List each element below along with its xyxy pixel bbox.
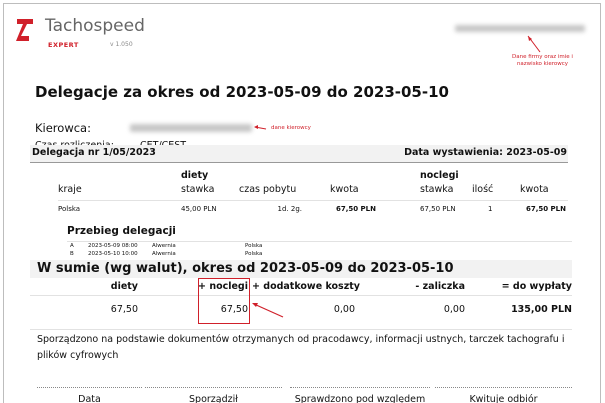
annotation-arrow-icon — [252, 303, 284, 318]
route-place: Alwernia — [152, 251, 176, 257]
signature-line — [290, 387, 430, 388]
signature-data: Data — [78, 394, 101, 403]
delegation-number: Delegacja nr 1/05/2023 — [32, 147, 156, 158]
page-frame — [3, 3, 601, 403]
sum-val-zaliczka: 0,00 — [443, 304, 465, 315]
route-time: 2023-05-10 10:00 — [88, 251, 138, 257]
route-place: Alwernia — [152, 243, 176, 249]
col-noclegi-stawka: stawka — [420, 184, 454, 195]
sum-val-noclegi: 67,50 — [220, 304, 248, 315]
signature-line — [37, 387, 142, 388]
route-point: A — [70, 243, 74, 249]
cell-diety-kwota: 67,50 PLN — [335, 205, 376, 213]
highlight-box — [198, 278, 250, 324]
driver-label: Kierowca: — [35, 121, 91, 135]
summary-title: W sumie (wg walut), okres od 2023-05-09 … — [37, 261, 454, 276]
sum-col-do-wyplaty: = do wypłaty — [501, 281, 572, 292]
signature-line — [435, 387, 572, 388]
divider — [58, 200, 568, 201]
brand-edition: EXPERT — [48, 41, 79, 49]
summary-header-bar — [30, 260, 572, 278]
signature-sprawdzono: Sprawdzono pod względem formalno-rachunk… — [294, 394, 426, 403]
sum-val-do-wyplaty: 135,00 PLN — [511, 304, 572, 315]
brand-name: Tachospeed — [45, 16, 145, 36]
route-title: Przebieg delegacji — [67, 225, 176, 237]
group-noclegi: noclegi — [420, 170, 459, 181]
annotation-company: Dane firmy oraz imie i nazwisko kierowcy — [512, 54, 573, 67]
annotation-driver: dane kierowcy — [271, 125, 311, 131]
route-country: Polska — [245, 243, 263, 249]
company-driver-blurred — [455, 25, 585, 32]
route-point: B — [70, 251, 74, 257]
sum-val-diety: 67,50 — [110, 304, 138, 315]
col-diety-kwota: kwota — [330, 184, 359, 195]
cell-kraj: Polska — [58, 205, 81, 213]
cell-czas: 1d. 2g. — [277, 205, 302, 213]
divider — [67, 241, 572, 242]
note-text: Sporządzono na podstawie dokumentów otrz… — [37, 334, 565, 361]
annotation-arrow-icon — [254, 125, 267, 130]
col-ilosc: ilość — [472, 184, 494, 195]
divider — [30, 295, 572, 296]
route-time: 2023-05-09 08:00 — [88, 243, 138, 249]
col-diety-stawka: stawka — [181, 184, 215, 195]
route-country: Polska — [245, 251, 263, 257]
tachospeed-logo-icon — [16, 19, 33, 41]
col-czas-pobytu: czas pobytu — [239, 184, 297, 195]
sum-col-noclegi: + noclegi — [198, 281, 248, 292]
driver-name-blurred — [130, 124, 252, 132]
sum-col-zaliczka: - zaliczka — [415, 281, 465, 292]
group-diety: diety — [181, 170, 209, 181]
signature-sporzadzil: Sporządził — [189, 394, 238, 403]
delegation-header-bar — [30, 145, 568, 163]
col-noclegi-kwota: kwota — [520, 184, 549, 195]
signature-kwituje: Kwituje odbiór — [469, 394, 538, 403]
cell-noclegi-stawka: 67,50 PLN — [420, 205, 456, 213]
cell-ilosc: 1 — [488, 205, 493, 213]
col-kraje: kraje — [58, 184, 82, 195]
sum-col-diety: diety — [110, 281, 138, 292]
issue-date: Data wystawienia: 2023-05-09 — [404, 147, 567, 158]
page-title: Delegacje za okres od 2023-05-09 do 2023… — [35, 83, 449, 101]
signature-line — [145, 387, 282, 388]
cell-diety-stawka: 45,00 PLN — [181, 205, 217, 213]
cell-noclegi-kwota: 67,50 PLN — [525, 205, 566, 213]
sum-col-dodatkowe: + dodatkowe koszty — [252, 281, 360, 292]
app-version: v 1.050 — [110, 41, 133, 48]
sum-val-dodatkowe: 0,00 — [333, 304, 355, 315]
divider — [30, 329, 572, 330]
annotation-arrow-icon — [527, 35, 541, 53]
